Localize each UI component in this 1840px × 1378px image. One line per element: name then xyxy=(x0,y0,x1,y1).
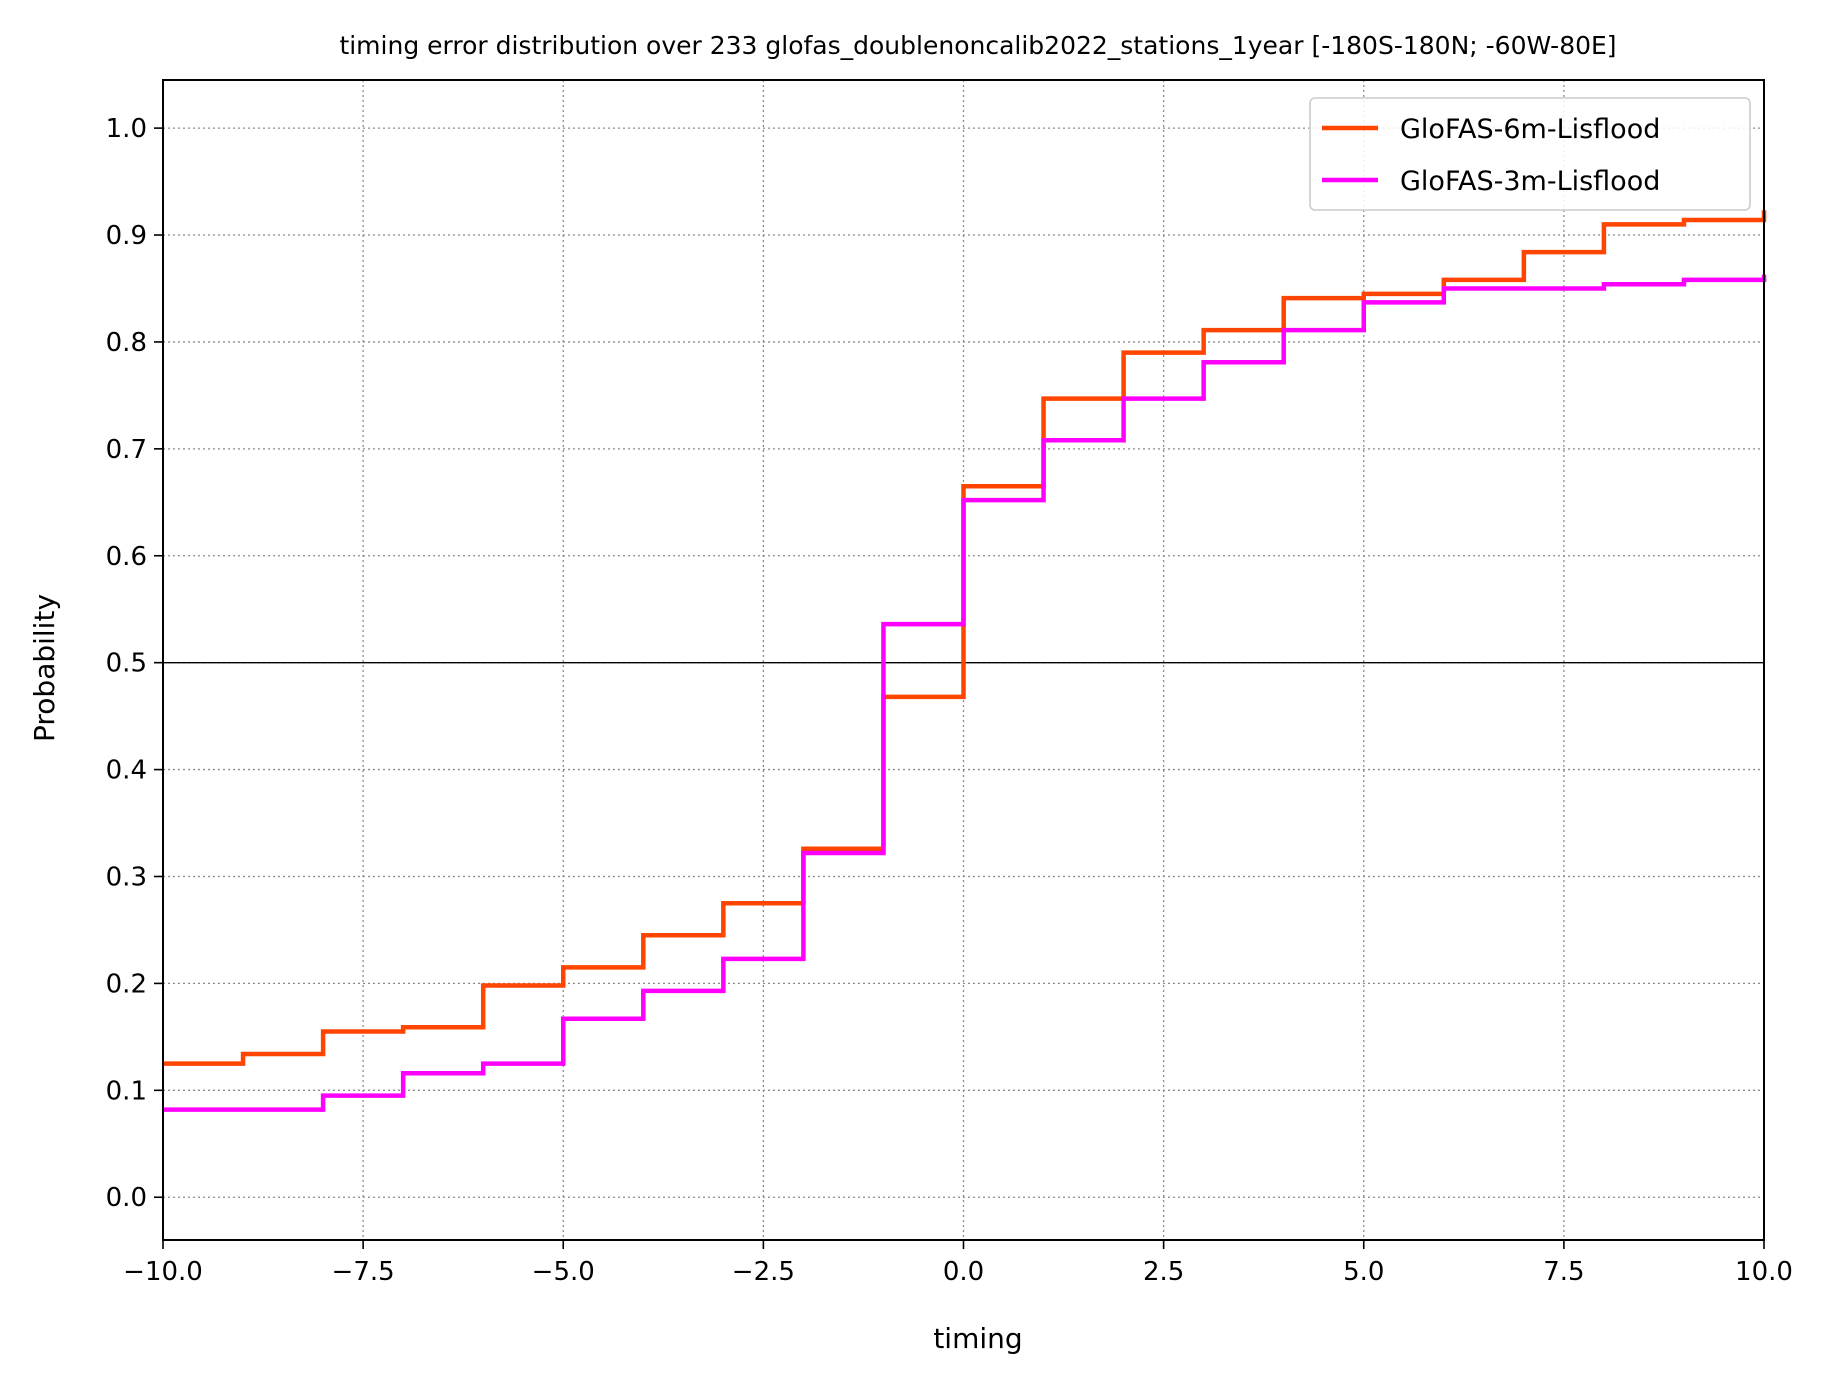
series-layer xyxy=(163,210,1767,1112)
series-line-1 xyxy=(163,274,1767,1112)
series-line-0 xyxy=(163,210,1767,1066)
x-tick-label-0: −10.0 xyxy=(123,1257,203,1287)
axes-layer: −10.0 −7.5 −5.0 −2.5 0.0 2.5 5.0 7.5 10.0 0.0 0.1 0… xyxy=(106,79,1793,1287)
y-axis-label: Probability xyxy=(28,594,61,742)
x-tick-label-1: −7.5 xyxy=(332,1257,395,1287)
legend-label-1: GloFAS-3m-Lisflood xyxy=(1400,166,1660,197)
y-tick-label-9: 0.9 xyxy=(106,221,147,251)
y-tick-label-1: 0.1 xyxy=(106,1076,147,1106)
y-tick-label-3: 0.3 xyxy=(106,862,147,892)
legend-box xyxy=(1309,97,1751,211)
y-tick-label-8: 0.8 xyxy=(106,328,147,358)
x-tick-label-2: −5.0 xyxy=(532,1257,595,1287)
y-tick-label-6: 0.6 xyxy=(106,542,147,572)
y-tick-label-4: 0.4 xyxy=(106,756,147,786)
chart-title: timing error distribution over 233 glofa… xyxy=(339,31,1616,60)
x-axis-label: timing xyxy=(933,1322,1022,1355)
legend-label-0: GloFAS-6m-Lisflood xyxy=(1400,114,1660,145)
y-tick-label-0: 0.0 xyxy=(106,1183,147,1213)
x-tick-label-4: 0.0 xyxy=(943,1257,984,1287)
y-tick-label-5: 0.5 xyxy=(106,649,147,679)
x-tick-label-3: −2.5 xyxy=(732,1257,795,1287)
x-tick-label-6: 5.0 xyxy=(1343,1257,1384,1287)
x-tick-label-5: 2.5 xyxy=(1143,1257,1184,1287)
legend: GloFAS-6m-Lisflood GloFAS-3m-Lisflood xyxy=(1309,97,1751,211)
x-tick-label-7: 7.5 xyxy=(1543,1257,1584,1287)
y-tick-label-7: 0.7 xyxy=(106,435,147,465)
y-tick-label-10: 1.0 xyxy=(106,114,147,144)
y-tick-label-2: 0.2 xyxy=(106,969,147,999)
x-tick-label-8: 10.0 xyxy=(1735,1257,1793,1287)
